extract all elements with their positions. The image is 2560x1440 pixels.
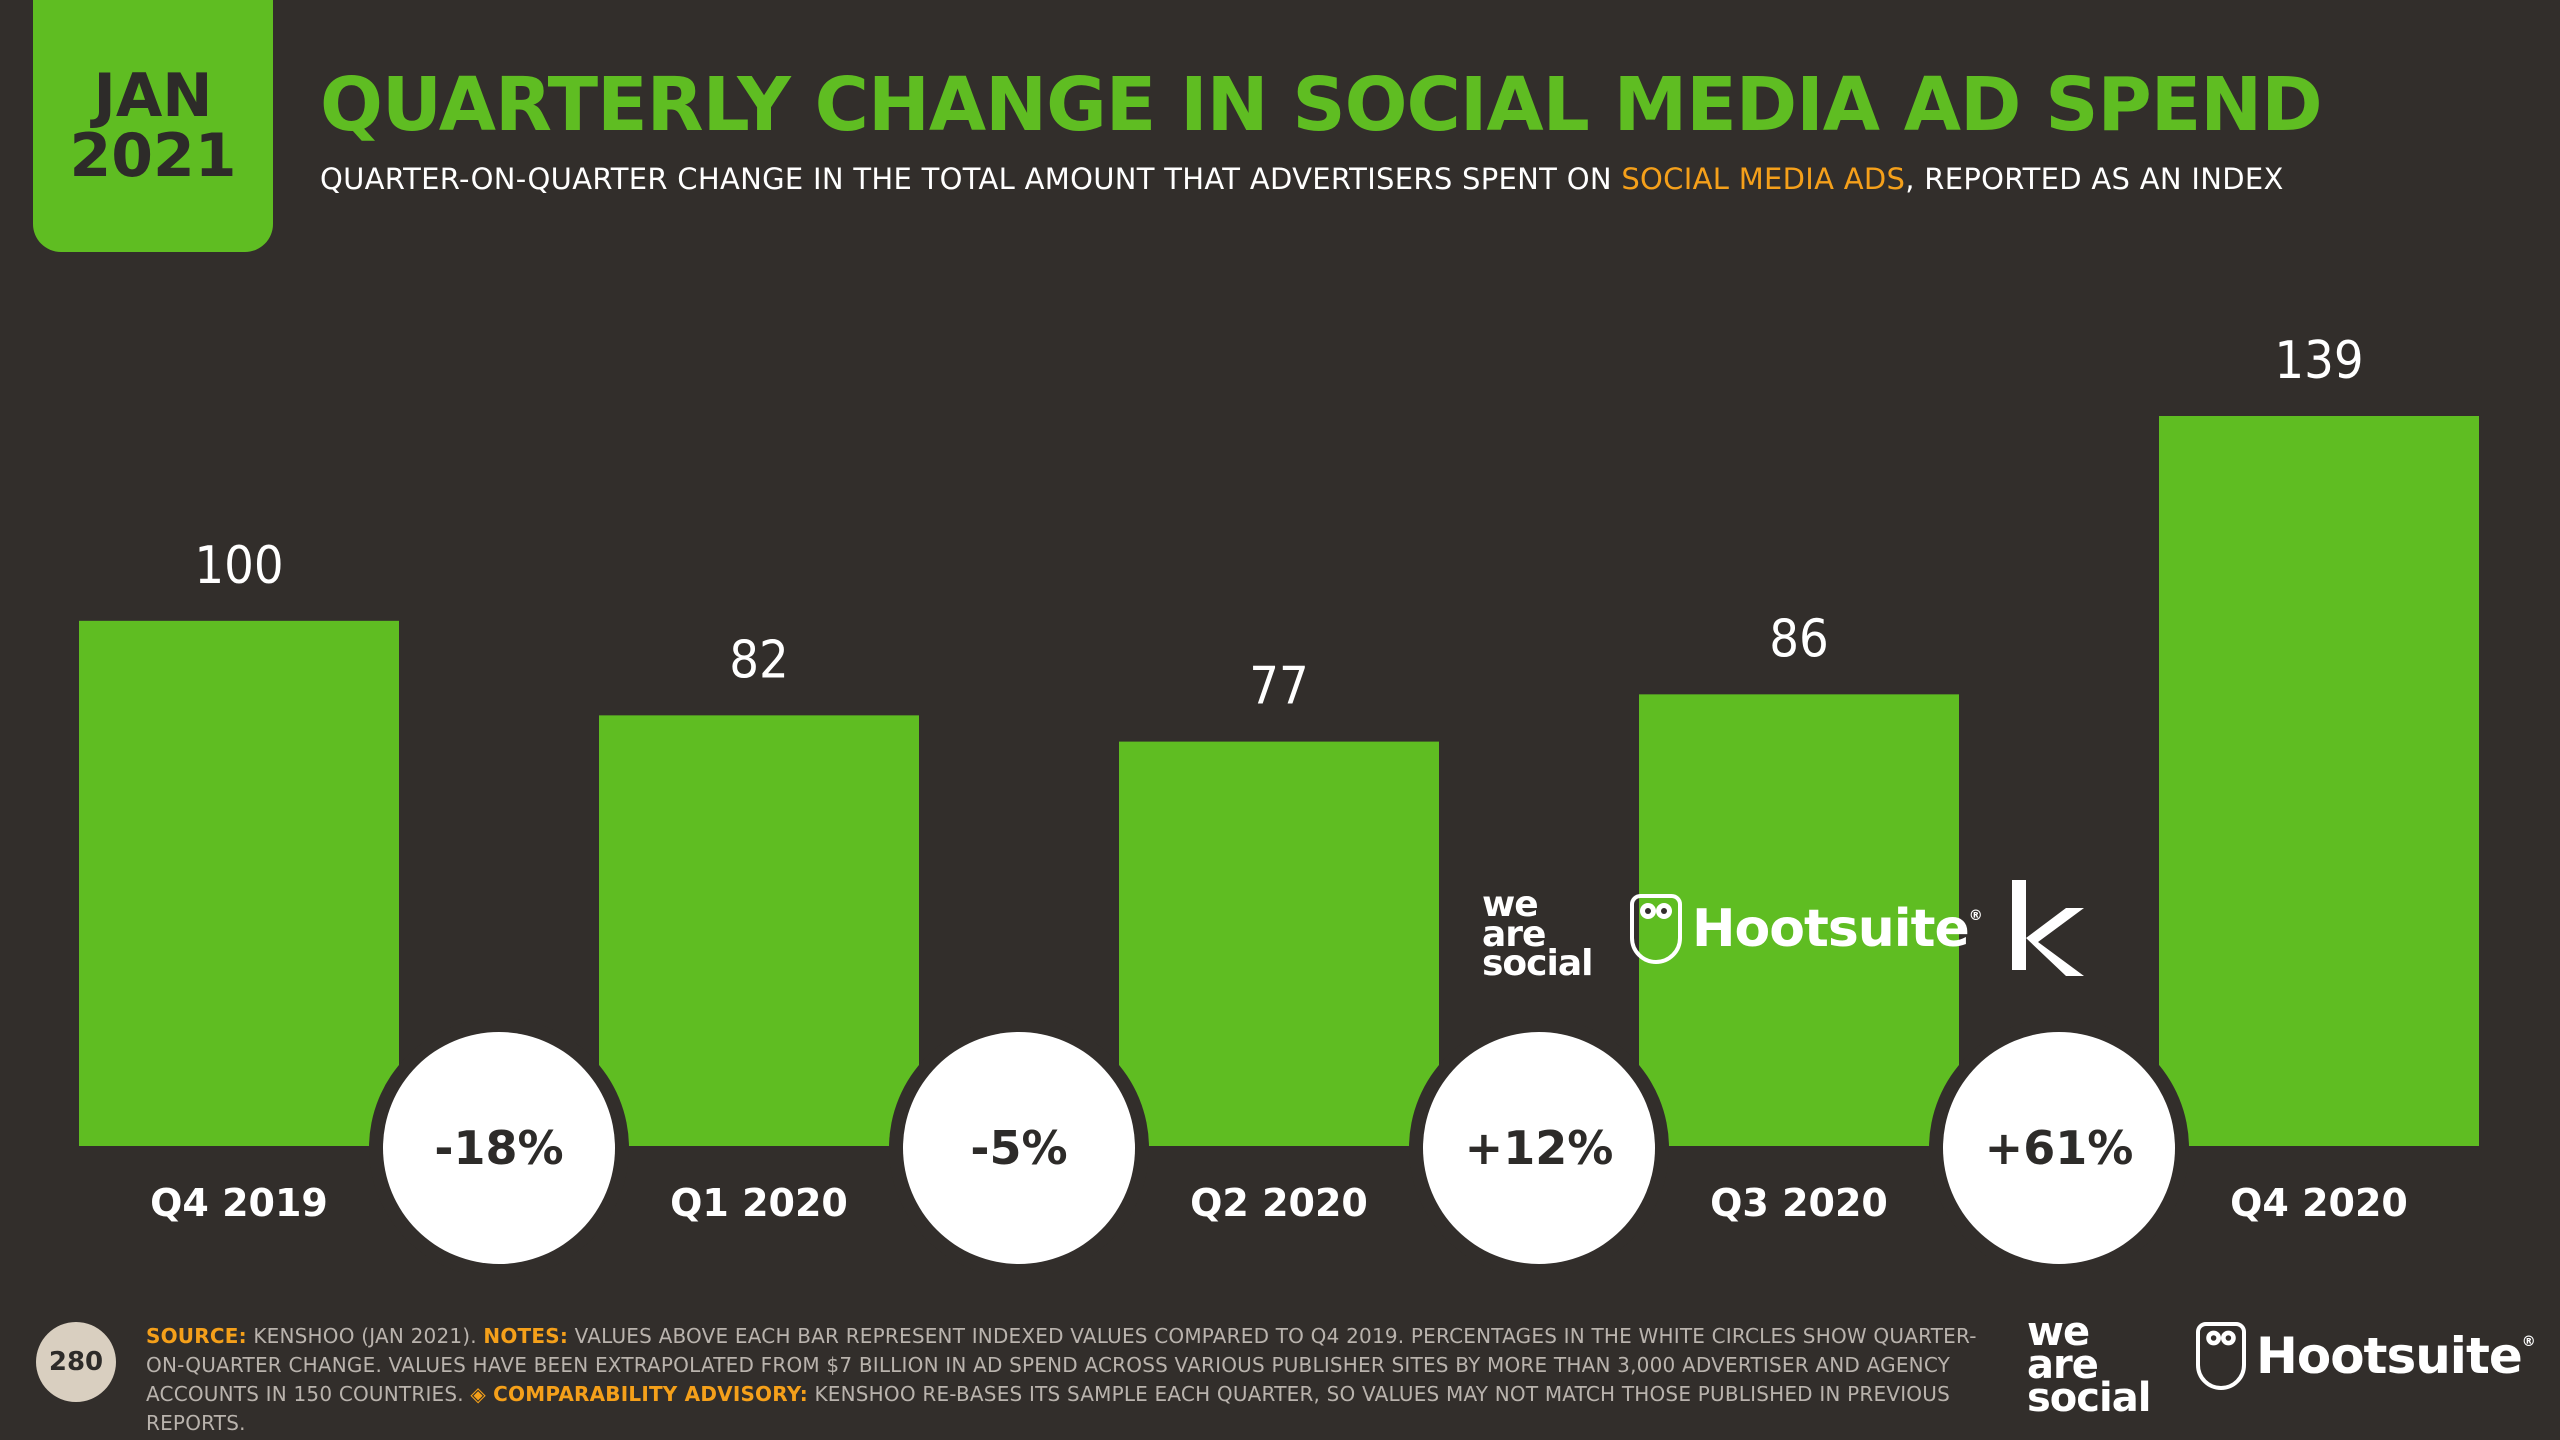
- logo-word: we: [2027, 1309, 2090, 1355]
- change-circle: [1943, 1032, 2175, 1264]
- kenshoo-icon: [2012, 880, 2084, 976]
- page-title: QUARTERLY CHANGE IN SOCIAL MEDIA AD SPEN…: [320, 62, 2323, 148]
- subtitle-text-end: , REPORTED AS AN INDEX: [1905, 162, 2284, 196]
- page-number: 280: [36, 1322, 116, 1402]
- advisory-text: KENSHOO RE-BASES ITS SAMPLE EACH QUARTER…: [146, 1382, 1950, 1435]
- source-label: SOURCE:: [146, 1324, 247, 1348]
- source-text: KENSHOO (JAN 2021).: [246, 1324, 484, 1348]
- owl-icon: [1630, 894, 1682, 964]
- category-label: Q4 2019: [150, 1181, 328, 1225]
- category-label: Q2 2020: [1190, 1181, 1368, 1225]
- bar-value-label: 139: [2274, 331, 2363, 391]
- category-label: Q4 2020: [2230, 1181, 2408, 1225]
- subtitle-text: QUARTER-ON-QUARTER CHANGE IN THE TOTAL A…: [320, 162, 1622, 196]
- change-label: +61%: [1985, 1121, 2134, 1175]
- hootsuite-wordmark: Hootsuite: [1692, 899, 1970, 959]
- registered-mark: ®: [1968, 908, 1983, 924]
- logo-word: social: [1482, 943, 1593, 985]
- we-are-social-logo: we are social: [1482, 884, 1593, 985]
- logo-word: are: [2027, 1341, 2099, 1388]
- change-label: -18%: [434, 1121, 563, 1175]
- change-label: -5%: [970, 1121, 1067, 1175]
- notes-text: VALUES ABOVE EACH BAR REPRESENT INDEXED …: [146, 1324, 1977, 1406]
- owl-icon: [2196, 1322, 2246, 1390]
- category-label: Q3 2020: [1710, 1181, 1888, 1225]
- date-year: 2021: [69, 121, 237, 191]
- date-tab: JAN 2021: [33, 0, 273, 252]
- bar: [2159, 416, 2479, 1146]
- footer-notes: SOURCE: KENSHOO (JAN 2021). NOTES: VALUE…: [146, 1322, 1986, 1438]
- partner-logos: we are social Hootsuite ®: [1480, 880, 2100, 990]
- hootsuite-logo: Hootsuite ®: [1630, 894, 1983, 964]
- bar-value-label: 100: [194, 536, 283, 596]
- hootsuite-footer-logo: Hootsuite ®: [2196, 1322, 2536, 1390]
- bar-value-label: 86: [1769, 609, 1829, 669]
- logo-word: are: [1482, 913, 1546, 955]
- page-subtitle: QUARTER-ON-QUARTER CHANGE IN THE TOTAL A…: [320, 162, 2284, 196]
- hootsuite-wordmark: Hootsuite: [2256, 1327, 2523, 1385]
- owl-eyes-icon: [2206, 1330, 2236, 1346]
- advisory-label: ◈ COMPARABILITY ADVISORY:: [470, 1382, 808, 1406]
- category-label: Q1 2020: [670, 1181, 848, 1225]
- bar: [79, 620, 399, 1146]
- notes-label: NOTES:: [483, 1324, 569, 1348]
- bar-value-label: 77: [1249, 657, 1309, 717]
- bar: [1119, 741, 1439, 1146]
- owl-eyes-icon: [1640, 903, 1672, 919]
- change-circle: [383, 1032, 615, 1264]
- logo-word: social: [2027, 1374, 2151, 1421]
- bar: [1639, 694, 1959, 1146]
- registered-mark: ®: [2521, 1334, 2536, 1350]
- change-label: +12%: [1465, 1121, 1614, 1175]
- subtitle-highlight: SOCIAL MEDIA ADS: [1621, 162, 1906, 196]
- change-circle: [1423, 1032, 1655, 1264]
- date-month: JAN: [93, 61, 213, 131]
- bar: [599, 715, 919, 1146]
- we-are-social-footer-logo: we are social: [2027, 1309, 2151, 1421]
- bar-value-label: 82: [729, 630, 789, 690]
- logo-word: we: [1482, 884, 1539, 925]
- kenshoo-k-icon: [2008, 880, 2088, 984]
- change-circle: [903, 1032, 1135, 1264]
